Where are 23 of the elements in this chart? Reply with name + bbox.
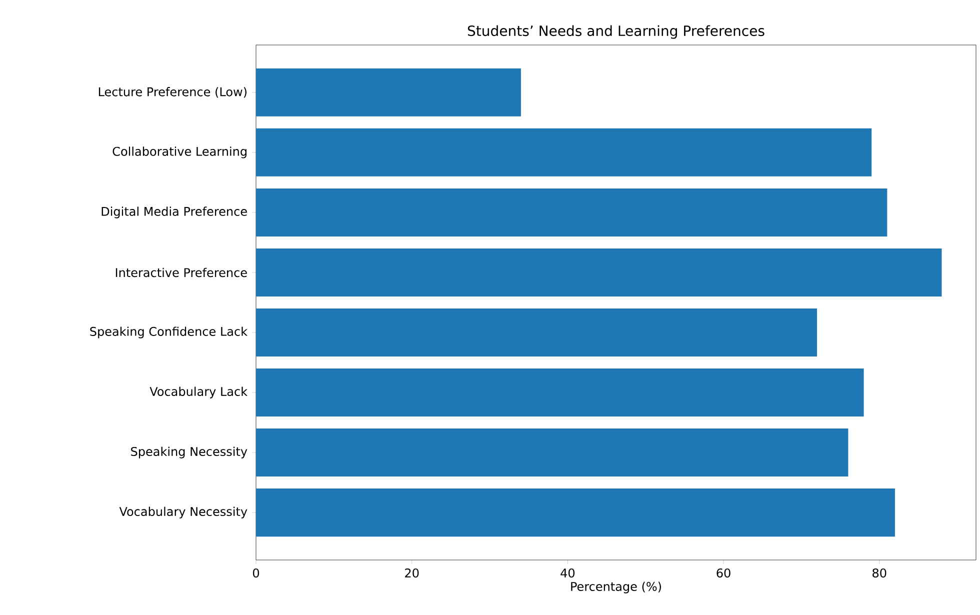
y-tick-label: Speaking Confidence Lack xyxy=(90,326,248,338)
y-tick-label: Interactive Preference xyxy=(116,268,247,278)
x-tick-label: 40 xyxy=(560,568,575,578)
x-tick-label: 20 xyxy=(405,568,419,578)
bar xyxy=(256,368,864,417)
x-tick-label: 80 xyxy=(872,568,886,578)
bar xyxy=(256,188,888,236)
y-tick-label: Lecture Preference (Low) xyxy=(98,87,247,98)
y-tick-label: Collaborative Learning xyxy=(112,146,246,158)
y-tick-label: Speaking Necessity xyxy=(131,446,248,458)
bar xyxy=(256,488,895,537)
y-tick-label: Vocabulary Lack xyxy=(150,386,248,398)
bar xyxy=(256,308,818,357)
bar xyxy=(256,428,848,477)
bar xyxy=(256,128,872,176)
chart-title: Students’ Needs and Learning Preferences xyxy=(468,25,764,39)
bar xyxy=(256,68,521,116)
bar xyxy=(256,248,942,296)
y-tick-label: Digital Media Preference xyxy=(102,206,247,218)
y-tick-label: Vocabulary Necessity xyxy=(119,506,248,518)
x-tick-label: 0 xyxy=(252,568,260,578)
x-tick-label: 60 xyxy=(716,568,730,578)
x-axis-title: Percentage (%) xyxy=(571,582,662,594)
